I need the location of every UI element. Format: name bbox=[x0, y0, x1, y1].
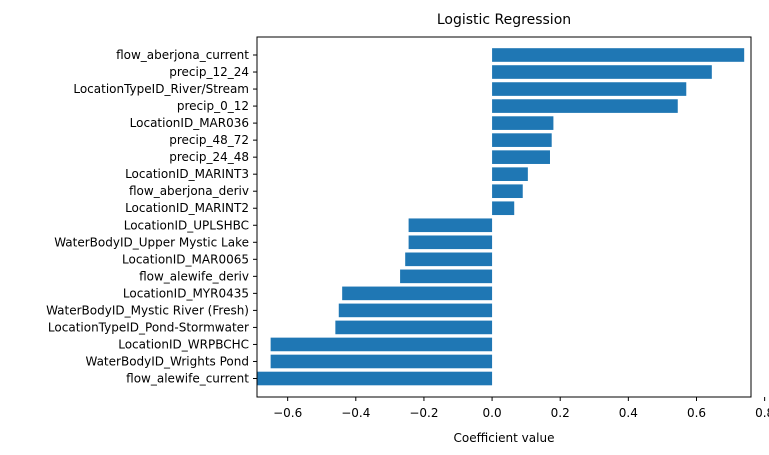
bar bbox=[492, 65, 712, 79]
x-tick-label: 0.6 bbox=[687, 406, 706, 420]
bar bbox=[405, 252, 493, 267]
y-ticks: flow_aberjona_current precip_12_24 Locatio… bbox=[46, 48, 257, 386]
bars-group bbox=[257, 48, 745, 386]
y-tick-label: LocationID_WRPBCHC bbox=[118, 337, 249, 351]
bar bbox=[408, 235, 493, 250]
y-tick-label: flow_aberjona_deriv bbox=[129, 184, 249, 198]
bar bbox=[492, 184, 523, 199]
y-tick-label: LocationID_UPLSHBC bbox=[124, 218, 249, 232]
y-tick-label: precip_0_12 bbox=[177, 99, 249, 113]
bar bbox=[492, 48, 745, 62]
y-tick-label: flow_alewife_current bbox=[126, 372, 249, 386]
y-tick-label: precip_12_24 bbox=[169, 65, 249, 79]
bar bbox=[492, 133, 552, 147]
bar bbox=[342, 286, 493, 301]
x-tick-label: −0.4 bbox=[341, 406, 370, 420]
y-tick-label: precip_48_72 bbox=[169, 133, 249, 147]
x-axis-label: Coefficient value bbox=[454, 431, 555, 445]
y-tick-label: flow_alewife_deriv bbox=[139, 269, 249, 283]
bar bbox=[270, 337, 493, 352]
bar bbox=[492, 82, 687, 96]
y-tick-label: WaterBodyID_Wrights Pond bbox=[85, 354, 249, 368]
y-tick-label: LocationID_MAR036 bbox=[130, 116, 249, 130]
bar bbox=[408, 218, 493, 233]
x-tick-label: 0.0 bbox=[483, 406, 502, 420]
bar bbox=[338, 303, 493, 318]
bar bbox=[492, 99, 678, 113]
plot-frame bbox=[256, 36, 752, 398]
y-tick-label: LocationTypeID_Pond-Stormwater bbox=[48, 320, 249, 334]
bar bbox=[492, 201, 515, 216]
y-tick-label: WaterBodyID_Upper Mystic Lake bbox=[54, 235, 249, 249]
bar bbox=[400, 269, 493, 284]
x-tick-label: 0.8 bbox=[755, 406, 769, 420]
x-ticks: −0.6 −0.4 −0.2 0.0 0.2 0.4 0.6 0.8 bbox=[273, 397, 769, 420]
y-tick-label: WaterBodyID_Mystic River (Fresh) bbox=[46, 303, 249, 317]
bar bbox=[492, 167, 528, 181]
y-tick-label: LocationTypeID_River/Stream bbox=[73, 82, 249, 96]
x-tick-label: 0.4 bbox=[619, 406, 638, 420]
chart-title: Logistic Regression bbox=[437, 12, 571, 28]
bar bbox=[270, 354, 493, 369]
x-tick-label: −0.2 bbox=[409, 406, 438, 420]
bar bbox=[492, 116, 554, 130]
bar bbox=[492, 150, 550, 164]
x-tick-label: 0.2 bbox=[551, 406, 570, 420]
y-tick-label: precip_24_48 bbox=[169, 150, 249, 164]
y-tick-label: LocationID_MARINT2 bbox=[125, 201, 249, 215]
x-tick-label: −0.6 bbox=[273, 406, 302, 420]
bar bbox=[257, 371, 493, 386]
y-tick-label: LocationID_MAR0065 bbox=[122, 252, 249, 266]
y-tick-label: flow_aberjona_current bbox=[116, 48, 249, 62]
y-tick-label: LocationID_MYR0435 bbox=[123, 286, 249, 300]
bar bbox=[335, 320, 493, 335]
y-tick-label: LocationID_MARINT3 bbox=[125, 167, 249, 181]
